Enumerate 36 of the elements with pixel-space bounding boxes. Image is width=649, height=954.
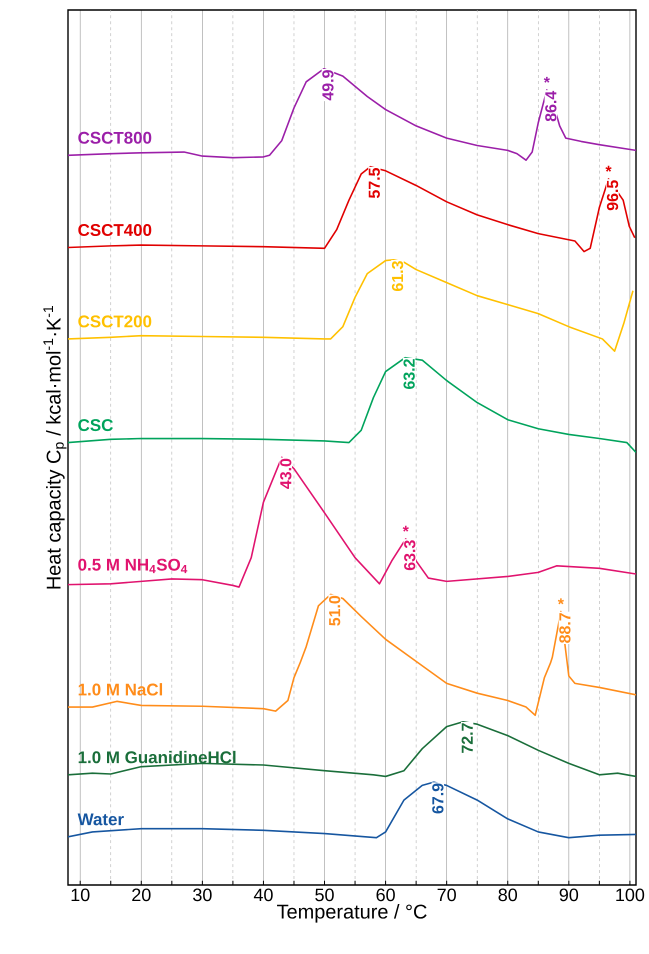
x-tick-label: 40 bbox=[254, 888, 273, 902]
series-label: Water bbox=[78, 814, 124, 826]
x-tick-label: 80 bbox=[498, 888, 518, 902]
annotation: 49.9 bbox=[322, 70, 334, 100]
x-tick-label: 60 bbox=[376, 888, 395, 902]
annotation: 63.3 bbox=[404, 540, 416, 570]
series-label: 1.0 M GuanidineHCl bbox=[78, 750, 236, 764]
series-label: CSCT400 bbox=[78, 224, 152, 236]
annotation: 51.0 bbox=[328, 596, 340, 626]
annotation: 72.7 bbox=[462, 723, 473, 753]
series-label: 1.0 M NaCl bbox=[78, 683, 162, 696]
x-tick-label: 100 bbox=[616, 888, 644, 902]
series-label: CSCT800 bbox=[78, 132, 152, 144]
annotation: 43.0 bbox=[280, 458, 292, 489]
y-axis-title: Heat capacity C$_{p}$ / kcal·mol$^{-1}$·K$^{-1}$ bbox=[43, 306, 66, 589]
x-tick-label: 70 bbox=[438, 888, 456, 902]
series-label: 0.5 M NH$_{4}$SO$_{4}$ bbox=[78, 558, 188, 574]
annotation: 88.7 bbox=[559, 613, 571, 643]
annotation: * bbox=[402, 526, 409, 532]
x-tick-label: 20 bbox=[132, 888, 151, 902]
x-tick-label: 30 bbox=[193, 888, 212, 902]
x-tick-label: 50 bbox=[315, 888, 334, 902]
x-tick-label: 10 bbox=[72, 888, 90, 902]
annotation: 67.9 bbox=[432, 784, 444, 814]
x-axis-title: Temperature / °C bbox=[277, 904, 427, 923]
series-label: CSC bbox=[78, 419, 113, 432]
annotation: * bbox=[558, 598, 564, 604]
annotation: 57.5 bbox=[368, 168, 380, 198]
annotation: * bbox=[544, 76, 550, 83]
annotation: 61.3 bbox=[392, 261, 404, 292]
series-label: CSCT200 bbox=[78, 315, 152, 328]
annotation: 96.5 bbox=[606, 180, 618, 210]
x-tick-label: 90 bbox=[560, 888, 578, 902]
annotation: 86.4 bbox=[545, 90, 556, 122]
annotation: * bbox=[605, 166, 612, 172]
annotation: 63.2 bbox=[403, 359, 415, 389]
